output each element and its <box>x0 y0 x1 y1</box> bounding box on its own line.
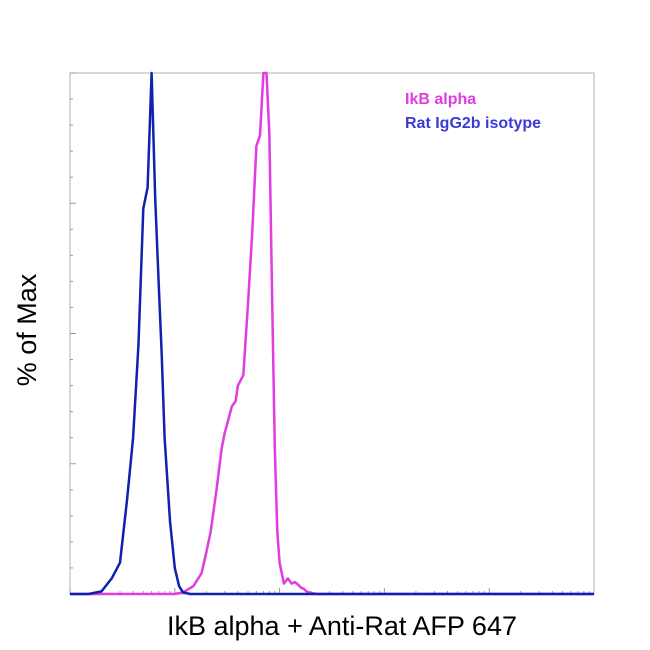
y-axis-ticks <box>70 72 76 595</box>
series-layer <box>70 71 594 596</box>
series-line-ikb-alpha <box>70 71 594 596</box>
legend-entry-rat-igg2b-isotype: Rat IgG2b isotype <box>405 115 541 132</box>
legend-entry-ikb-alpha: IkB alpha <box>405 91 476 108</box>
y-axis-label: % of Max <box>12 273 42 386</box>
x-axis-label: IkB alpha + Anti-Rat AFP 647 <box>167 611 517 641</box>
series-line-rat-igg2b-isotype <box>70 71 594 596</box>
